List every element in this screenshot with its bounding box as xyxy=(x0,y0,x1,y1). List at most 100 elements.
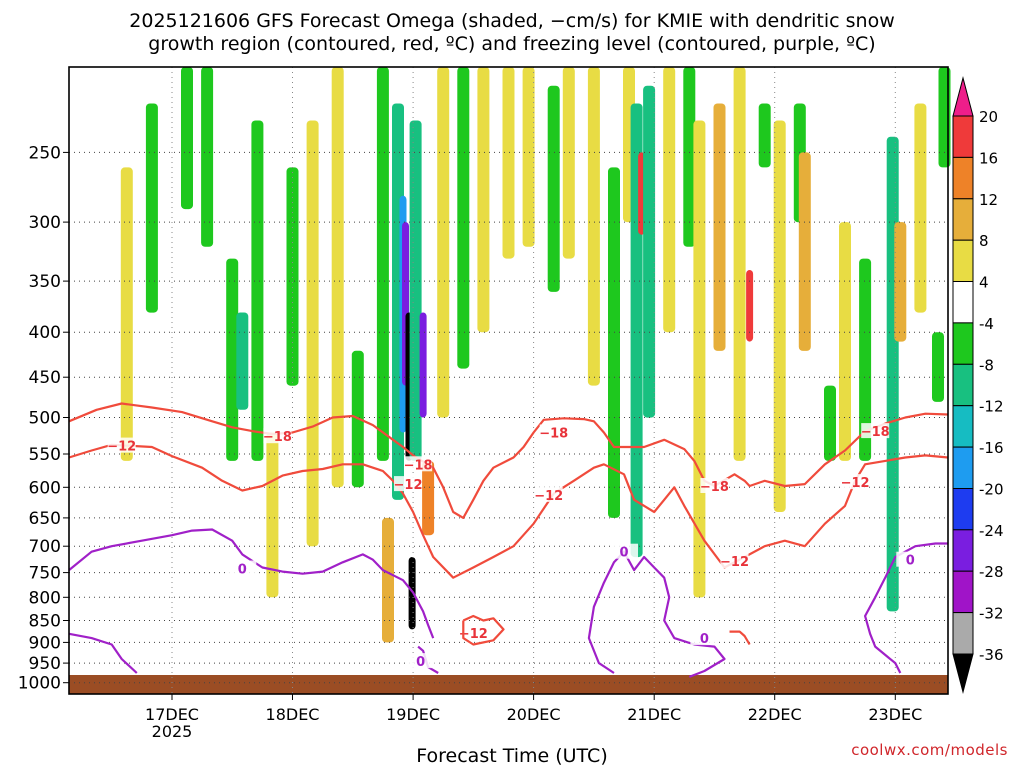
colorbar-tick-label: 16 xyxy=(979,149,998,167)
y-tick-label: 700 xyxy=(29,537,61,557)
contour-label: 0 xyxy=(906,554,915,569)
colorbar: 20 16 12 8 4 -4 -8 -12 -16 -20 -24 -28 -32 -36 xyxy=(952,76,1004,694)
omega-cell xyxy=(932,332,944,402)
contour-label: 0 xyxy=(238,563,247,578)
chart-title-line-1: 2025121606 GFS Forecast Omega (shaded, −… xyxy=(129,10,895,32)
omega-cell xyxy=(502,67,515,259)
colorbar-tick-label: -12 xyxy=(979,398,1004,416)
contour-layer: −18 −18 −18 −18 −18 −12 −12 −12 −12 −12 −12 0 0 0 0 0 xyxy=(68,402,949,678)
omega-cell xyxy=(746,270,754,342)
y-tick-label: 450 xyxy=(29,368,61,388)
omega-cell xyxy=(663,67,676,333)
colorbar-tick-label: -36 xyxy=(979,646,1004,664)
colorbar-swatch xyxy=(952,529,974,572)
contour-label-bg xyxy=(404,456,433,472)
dgz-contour-line xyxy=(68,402,949,520)
contour-label-bg xyxy=(228,560,257,576)
omega-cell xyxy=(643,85,656,418)
omega-cell xyxy=(914,103,927,313)
colorbar-swatch xyxy=(952,446,974,490)
x-tick-label: 21DEC xyxy=(627,705,681,724)
colorbar-tick-label: 12 xyxy=(979,191,998,209)
colorbar-top-triangle xyxy=(952,76,974,117)
y-tick-label: 800 xyxy=(29,588,61,608)
omega-cell xyxy=(824,385,836,461)
colorbar-tick-label: -28 xyxy=(979,563,1004,581)
omega-cell xyxy=(562,67,575,259)
omega-cell xyxy=(266,432,279,598)
colorbar-tick-label: 20 xyxy=(979,108,998,126)
contour-label-bg xyxy=(896,551,925,567)
colorbar-swatch xyxy=(952,322,974,365)
colorbar-swatch xyxy=(952,198,974,241)
y-tick-label: 900 xyxy=(29,633,61,653)
colorbar-tick-label: 8 xyxy=(979,232,989,250)
contour-label: −12 xyxy=(394,478,423,493)
y-tick-label: 850 xyxy=(29,612,61,632)
y-tick-label: 400 xyxy=(29,323,61,343)
contour-label-bg xyxy=(690,630,719,646)
contour-label: −12 xyxy=(841,476,870,491)
ground-layer xyxy=(69,675,948,694)
axes-layer: 2503003504004505005506006507007508008509… xyxy=(18,66,949,741)
x-tick-label: 17DEC xyxy=(145,705,199,724)
contour-label: −12 xyxy=(534,489,563,504)
omega-cell xyxy=(437,67,450,418)
omega-cell xyxy=(201,67,214,247)
omega-cell xyxy=(733,67,746,461)
y-tick-label: 350 xyxy=(29,272,61,292)
x-tick-label: 22DEC xyxy=(748,705,802,724)
y-tick-label: 300 xyxy=(29,213,61,233)
contour-label: −12 xyxy=(720,555,749,570)
omega-cell xyxy=(894,222,907,342)
omega-cell xyxy=(419,312,427,418)
omega-cell xyxy=(120,167,133,461)
contour-label: −18 xyxy=(861,425,890,440)
contour-label-bg xyxy=(406,653,435,669)
omega-cell xyxy=(409,120,422,461)
omega-cell xyxy=(758,103,771,168)
colorbar-swatch xyxy=(952,281,974,324)
colorbar-tick-label: -24 xyxy=(979,522,1004,540)
colorbar-bottom-triangle xyxy=(952,653,974,694)
omega-cell xyxy=(798,152,811,351)
x-tick-label: 18DEC xyxy=(266,705,320,724)
contour-label: −18 xyxy=(263,430,292,445)
omega-cell xyxy=(422,460,435,536)
contour-label-bg xyxy=(539,424,568,440)
y-tick-label: 650 xyxy=(29,509,61,529)
contour-label-bg xyxy=(720,553,749,569)
y-tick-label: 550 xyxy=(29,445,61,465)
x-tick-label: 20DEC xyxy=(507,705,561,724)
colorbar-tick-label: -8 xyxy=(979,356,994,374)
contour-label: 0 xyxy=(619,546,628,561)
colorbar-swatch xyxy=(952,115,974,158)
contour-label-bg xyxy=(700,478,729,493)
contour-label-bg xyxy=(841,474,870,490)
contour-label: 0 xyxy=(700,632,709,647)
ground-terrain xyxy=(69,675,948,694)
contour-label-bg xyxy=(107,437,136,453)
omega-shading-layer xyxy=(120,67,951,643)
y-tick-label: 250 xyxy=(29,143,61,163)
omega-cell xyxy=(306,120,319,547)
contour-label: −12 xyxy=(459,627,488,642)
contour-label-bg xyxy=(263,428,292,444)
omega-cell xyxy=(382,517,394,643)
omega-cell xyxy=(376,67,389,461)
plot-frame xyxy=(68,66,949,695)
x-tick-sublabel: 2025 xyxy=(152,722,193,741)
contour-label-bg xyxy=(459,624,488,640)
omega-cell xyxy=(408,557,416,630)
x-tick-label: 19DEC xyxy=(386,705,440,724)
y-tick-label: 750 xyxy=(29,564,61,584)
omega-cell xyxy=(145,103,158,313)
freezing-level-contour-line xyxy=(68,528,435,639)
omega-cell xyxy=(587,67,600,386)
omega-cell xyxy=(226,258,239,461)
chart-title-line-2: growth region (contoured, red, ºC) and f… xyxy=(148,33,876,55)
colorbar-swatch xyxy=(952,488,974,531)
y-tick-label: 1000 xyxy=(18,674,61,694)
y-tick-label: 950 xyxy=(29,654,61,674)
